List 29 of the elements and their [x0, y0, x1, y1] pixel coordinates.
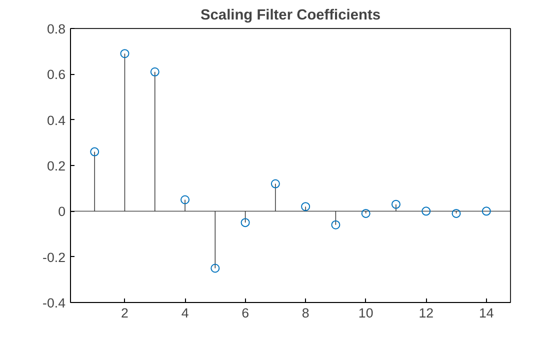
point — [331, 220, 340, 230]
point — [90, 147, 100, 156]
x-tick-label: 6 — [242, 306, 250, 320]
chart-title: Scaling Filter Coefficients — [200, 8, 380, 24]
point — [452, 208, 461, 218]
x-tick-label: 2 — [121, 306, 128, 320]
point — [240, 218, 250, 228]
x-tick-label: 14 — [478, 306, 494, 320]
point — [180, 195, 190, 204]
y-tick-label: -0.2 — [42, 250, 66, 265]
point — [210, 264, 220, 273]
point — [391, 200, 400, 209]
x-tick-label: 8 — [302, 306, 310, 320]
y-tick-label: 0.4 — [46, 112, 66, 128]
point — [482, 206, 491, 216]
y-tick-label: -0.4 — [42, 296, 66, 310]
point — [361, 208, 370, 218]
x-tick-label: 4 — [181, 306, 190, 320]
x-tick-label: 12 — [418, 306, 434, 320]
point — [422, 206, 431, 216]
point — [120, 49, 130, 58]
y-tick-label: 0.8 — [46, 22, 66, 36]
point — [270, 179, 280, 188]
point — [301, 202, 310, 212]
point — [150, 67, 160, 76]
y-tick-label: 0.6 — [46, 67, 66, 82]
y-tick-label: 0.2 — [46, 158, 66, 174]
y-tick-label: 0 — [58, 204, 66, 220]
x-tick-label: 10 — [358, 306, 374, 320]
